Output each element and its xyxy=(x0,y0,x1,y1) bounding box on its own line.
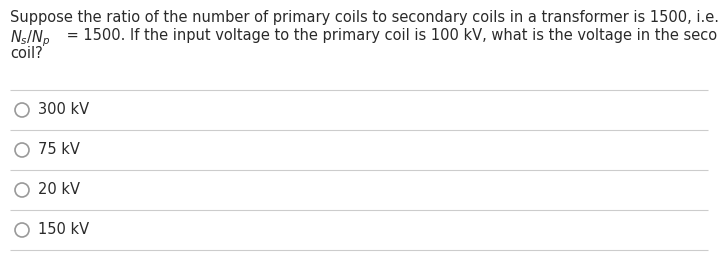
Text: 300 kV: 300 kV xyxy=(38,102,89,118)
Text: Suppose the ratio of the number of primary coils to secondary coils in a transfo: Suppose the ratio of the number of prima… xyxy=(10,10,718,25)
Text: 75 kV: 75 kV xyxy=(38,143,80,157)
Text: 150 kV: 150 kV xyxy=(38,223,89,237)
Text: 20 kV: 20 kV xyxy=(38,183,80,197)
Text: $\mathit{N_s/N_p}$: $\mathit{N_s/N_p}$ xyxy=(10,28,51,49)
Text: coil?: coil? xyxy=(10,46,43,61)
Text: = 1500. If the input voltage to the primary coil is 100 kV, what is the voltage : = 1500. If the input voltage to the prim… xyxy=(62,28,718,43)
